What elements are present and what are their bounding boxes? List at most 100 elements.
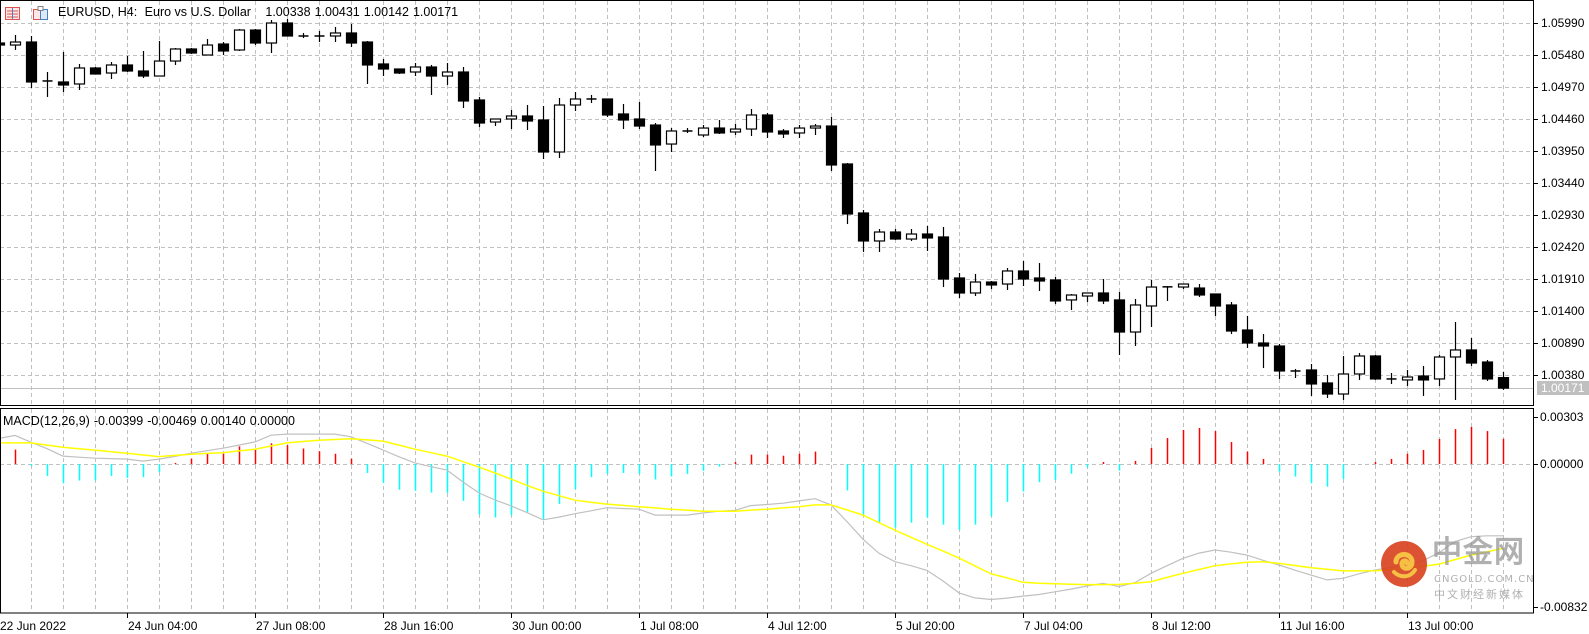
candle (1257, 334, 1270, 369)
candle (1433, 354, 1446, 386)
candle-body-bear (377, 63, 390, 70)
candle-body-bull (1353, 355, 1366, 375)
candle (1065, 293, 1078, 310)
candle (201, 39, 214, 56)
candle (1273, 344, 1286, 379)
candle (1033, 263, 1046, 291)
candle (1017, 260, 1030, 287)
candle-body-bear (1097, 292, 1110, 302)
candle-body-bear (1369, 355, 1382, 380)
candle-body-bear (537, 119, 550, 153)
candle (457, 66, 470, 109)
candle (1001, 268, 1014, 290)
candle-body-bull (73, 67, 86, 85)
candle-body-bear (617, 113, 630, 121)
macd-tick-label: 0.00000 (1540, 457, 1584, 471)
candle (921, 225, 934, 252)
macd-main-value: -0.00399 (93, 414, 144, 428)
candle-body-bull (905, 233, 918, 240)
candle (937, 226, 950, 288)
candle-body-bear (521, 115, 534, 122)
candle (1353, 352, 1366, 380)
candle-body-bull (793, 127, 806, 134)
candle (665, 128, 678, 153)
candle (441, 63, 454, 85)
candle-body-bear (713, 127, 726, 134)
candle-body-bear (217, 43, 230, 52)
price-tick-label: 1.04970 (1541, 80, 1585, 94)
macd-indicator-label: MACD(12,26,9) -0.00399 -0.00469 0.00140 0.00… (3, 414, 299, 428)
candle (377, 59, 390, 77)
candle-body-bull (1449, 349, 1462, 358)
chart-list-icon[interactable] (5, 6, 20, 21)
candle (601, 98, 614, 117)
time-axis: 22 Jun 2022 24 Jun 04:00 27 Jun 08:00 28 Ju… (0, 613, 1474, 633)
time-tick-label: 5 Jul 20:00 (896, 619, 955, 633)
candle-body-bull (745, 114, 758, 130)
candle-body-bull (1337, 373, 1350, 395)
watermark-tagline: 中文财经新媒体 (1434, 588, 1525, 601)
candle (553, 97, 566, 159)
candle (1369, 354, 1382, 380)
candle-body-bear (281, 22, 294, 37)
price-tick-label: 1.02420 (1541, 240, 1585, 254)
candle (521, 105, 534, 130)
candle-body-bull (969, 281, 982, 294)
candle (649, 123, 662, 172)
candle-body-bull (873, 231, 886, 242)
candle (1497, 371, 1510, 390)
candle-body-bull (553, 104, 566, 153)
candle-body-bear (921, 233, 934, 239)
candle (409, 63, 422, 77)
time-tick-label: 7 Jul 04:00 (1024, 619, 1083, 633)
price-tick-label: 1.00890 (1541, 336, 1585, 350)
candle-body-bear (1049, 279, 1062, 302)
time-tick-label: 4 Jul 12:00 (768, 619, 827, 633)
candle-body-bear (889, 231, 902, 240)
watermark-brand: 中金网 (1432, 535, 1525, 570)
candle-body-bull (201, 44, 214, 56)
candle-body-bear (249, 29, 262, 44)
candle-body-bear (1209, 293, 1222, 307)
candle (1049, 276, 1062, 305)
price-tick-label: 1.05480 (1541, 48, 1585, 62)
candle (1129, 299, 1142, 347)
time-tick-label: 27 Jun 08:00 (256, 619, 326, 633)
macd-tick-label: 0.00303 (1540, 410, 1584, 424)
open-value: 1.00338 (265, 5, 311, 19)
candle (985, 281, 998, 290)
candle (329, 27, 342, 43)
candle (281, 18, 294, 37)
candle-body-bull (169, 48, 182, 62)
candle-body-bear (649, 124, 662, 146)
candle-body-bull (1001, 270, 1014, 285)
candle (1417, 365, 1430, 396)
price-tick-label: 1.02930 (1541, 208, 1585, 222)
candle-body-bear (0, 42, 6, 46)
symbol-description: Euro vs U.S. Dollar (144, 5, 251, 19)
candle-body-bear (777, 130, 790, 135)
candle (809, 124, 822, 135)
candle (1305, 363, 1318, 396)
price-tick-label: 1.01400 (1541, 304, 1585, 318)
candle (169, 47, 182, 65)
watermark-domain: CNGOLD.COM.CN (1434, 574, 1535, 585)
candle-body-bear (985, 281, 998, 286)
candle-body-bear (1417, 375, 1430, 381)
candle-body-bull (265, 22, 278, 44)
candle (1401, 369, 1414, 386)
candle-body-bull (505, 115, 518, 120)
main-grid (0, 1, 1534, 405)
candle (233, 29, 246, 51)
indicator-folder-icon[interactable] (33, 6, 48, 21)
candle-body-bull (1065, 294, 1078, 301)
time-tick-label: 22 Jun 2022 (0, 619, 66, 633)
candle-body-bull (569, 98, 582, 106)
candle (105, 62, 118, 80)
candle-body-bull (1177, 283, 1190, 288)
candle-body-bull (697, 127, 710, 136)
price-tick-label: 1.00380 (1541, 368, 1585, 382)
candle-body-bull (489, 118, 502, 123)
main-pane-border (0, 0, 1534, 406)
